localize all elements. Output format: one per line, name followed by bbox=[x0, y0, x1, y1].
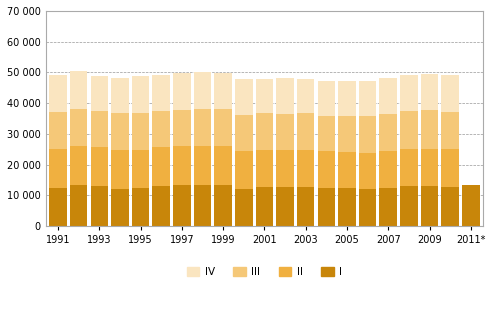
Bar bbox=[256, 150, 273, 187]
Bar bbox=[318, 81, 335, 116]
Bar bbox=[235, 190, 252, 226]
Bar bbox=[256, 187, 273, 226]
Bar bbox=[194, 146, 211, 185]
Bar bbox=[235, 79, 252, 115]
Bar bbox=[421, 149, 438, 186]
Bar bbox=[276, 187, 294, 226]
Bar bbox=[297, 187, 315, 226]
Bar bbox=[256, 78, 273, 113]
Bar bbox=[276, 113, 294, 150]
Bar bbox=[297, 150, 315, 187]
Bar bbox=[70, 146, 87, 185]
Bar bbox=[132, 188, 149, 226]
Bar bbox=[421, 74, 438, 111]
Bar bbox=[338, 188, 356, 226]
Bar bbox=[379, 78, 397, 113]
Bar bbox=[173, 185, 191, 226]
Bar bbox=[173, 110, 191, 146]
Bar bbox=[359, 189, 376, 226]
Bar bbox=[400, 186, 418, 226]
Bar bbox=[421, 111, 438, 149]
Bar bbox=[235, 151, 252, 190]
Bar bbox=[153, 75, 170, 111]
Bar bbox=[90, 76, 108, 111]
Bar bbox=[256, 113, 273, 150]
Bar bbox=[379, 151, 397, 188]
Bar bbox=[379, 188, 397, 226]
Bar bbox=[49, 188, 67, 226]
Bar bbox=[111, 189, 129, 226]
Bar bbox=[359, 116, 376, 153]
Bar bbox=[214, 109, 232, 146]
Bar bbox=[153, 111, 170, 147]
Bar bbox=[49, 112, 67, 149]
Bar bbox=[90, 111, 108, 147]
Bar bbox=[49, 75, 67, 112]
Bar bbox=[318, 151, 335, 188]
Bar bbox=[214, 185, 232, 226]
Bar bbox=[214, 73, 232, 109]
Bar bbox=[194, 109, 211, 146]
Bar bbox=[111, 113, 129, 150]
Bar bbox=[400, 149, 418, 186]
Bar bbox=[442, 74, 459, 112]
Bar bbox=[70, 185, 87, 226]
Bar bbox=[235, 115, 252, 151]
Bar bbox=[276, 78, 294, 113]
Bar bbox=[338, 116, 356, 152]
Bar bbox=[153, 186, 170, 226]
Bar bbox=[379, 113, 397, 151]
Bar bbox=[297, 78, 315, 113]
Bar bbox=[173, 146, 191, 185]
Bar bbox=[442, 112, 459, 149]
Bar bbox=[111, 150, 129, 189]
Bar bbox=[194, 185, 211, 226]
Bar bbox=[70, 109, 87, 146]
Bar bbox=[132, 76, 149, 113]
Bar bbox=[173, 73, 191, 110]
Bar bbox=[111, 78, 129, 113]
Bar bbox=[338, 81, 356, 116]
Bar bbox=[132, 150, 149, 188]
Bar bbox=[214, 146, 232, 185]
Bar bbox=[132, 113, 149, 150]
Bar bbox=[49, 149, 67, 188]
Bar bbox=[338, 152, 356, 188]
Bar bbox=[194, 72, 211, 109]
Bar bbox=[421, 186, 438, 226]
Bar bbox=[90, 186, 108, 226]
Bar bbox=[90, 147, 108, 186]
Bar bbox=[318, 188, 335, 226]
Bar bbox=[153, 147, 170, 186]
Bar bbox=[359, 81, 376, 116]
Bar bbox=[297, 113, 315, 150]
Bar bbox=[442, 187, 459, 226]
Legend: IV, III, II, I: IV, III, II, I bbox=[183, 262, 346, 281]
Bar bbox=[359, 153, 376, 189]
Bar bbox=[276, 150, 294, 187]
Bar bbox=[400, 111, 418, 149]
Bar bbox=[400, 75, 418, 111]
Bar bbox=[318, 116, 335, 151]
Bar bbox=[442, 149, 459, 187]
Bar bbox=[70, 71, 87, 109]
Bar bbox=[462, 185, 480, 226]
